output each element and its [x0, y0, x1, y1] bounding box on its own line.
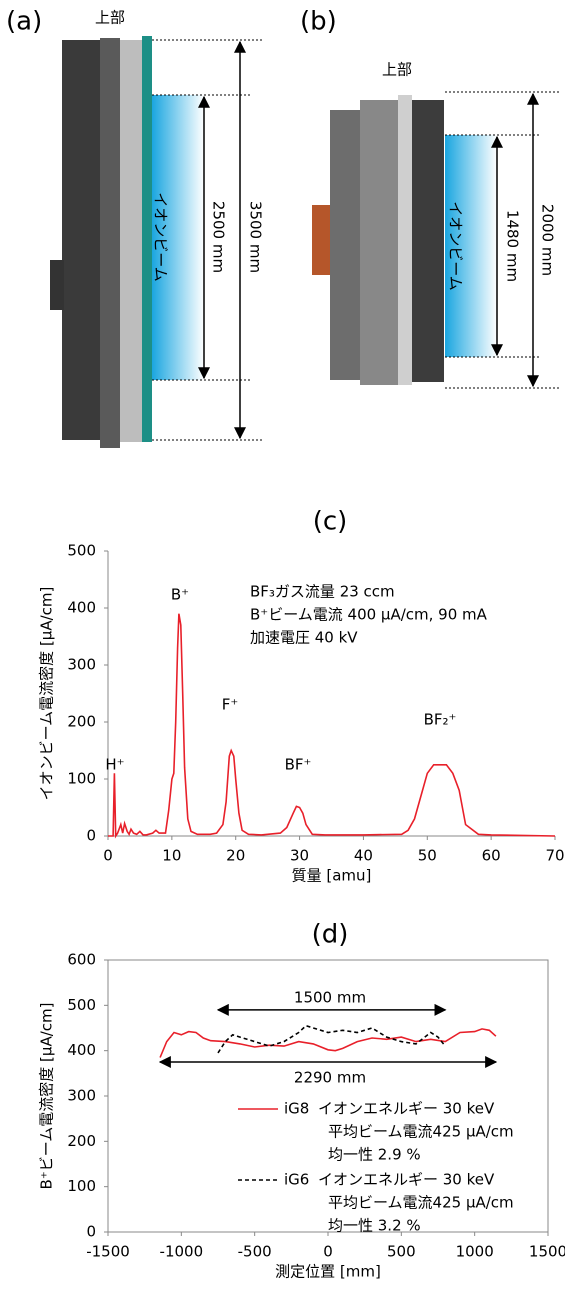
dimension-label: 2000 mm — [539, 204, 557, 276]
panel-a: (a) 上部 イオンビーム 2500 mm 3500 mm — [6, 7, 265, 449]
y-tick-label: 400 — [67, 599, 96, 617]
machine-plate — [120, 40, 142, 442]
machine-flange — [142, 36, 152, 442]
chart-title: (c) — [313, 507, 348, 537]
annotation: 2290 mm — [294, 1069, 366, 1087]
beam-label: イオンビーム — [447, 201, 465, 291]
annotation: 1500 mm — [294, 989, 366, 1007]
x-tick-label: 20 — [226, 847, 245, 865]
x-axis-title: 測定位置 [mm] — [275, 1263, 381, 1281]
x-tick-label: 50 — [418, 847, 437, 865]
legend-detail: イオンエネルギー 30 keV — [318, 1171, 495, 1189]
legend-detail: 均一性 3.2 % — [328, 1217, 421, 1235]
annotation: B⁺ — [171, 586, 189, 604]
figure: (a) 上部 イオンビーム 2500 mm 3500 mm (b) 上部 イオン… — [0, 0, 565, 1297]
y-axis-title: B⁺ビーム電流密度 [μA/cm] — [38, 1003, 56, 1190]
legend-detail: 均一性 2.9 % — [328, 1146, 421, 1164]
legend-label: iG8 — [284, 1100, 309, 1118]
y-tick-label: 100 — [67, 770, 96, 788]
y-tick-label: 600 — [67, 951, 96, 969]
annotation: H⁺ — [105, 756, 124, 774]
machine-part — [100, 38, 120, 448]
note: BF₃ガス流量 23 ccm — [250, 583, 395, 601]
top-label: 上部 — [95, 9, 125, 27]
series-line — [108, 614, 555, 836]
annotation: F⁺ — [222, 696, 239, 714]
y-tick-label: 300 — [67, 656, 96, 674]
machine-part — [360, 100, 398, 385]
y-axis-title: イオンビーム電流密度 [μA/cm] — [38, 587, 56, 801]
machine-plate — [398, 95, 412, 385]
x-tick-label: -1000 — [160, 1243, 204, 1261]
x-tick-label: 0 — [103, 847, 113, 865]
note: B⁺ビーム電流 400 μA/cm, 90 mA — [250, 606, 488, 624]
x-tick-label: 1500 — [529, 1243, 565, 1261]
y-tick-label: 0 — [86, 1223, 96, 1241]
y-tick-label: 300 — [67, 1087, 96, 1105]
annotation: BF₂⁺ — [424, 711, 457, 729]
y-tick-label: 500 — [67, 542, 96, 560]
charts: (c) 0 100 200 300 400 500 0 10 20 30 40 50 60 70 質量 [am… — [38, 507, 565, 1281]
panel-b: (b) 上部 イオンビーム 1480 mm 2000 mm — [300, 7, 560, 389]
beam-label: イオンビーム — [152, 192, 170, 282]
note: 加速電圧 40 kV — [250, 629, 358, 647]
x-tick-label: 0 — [323, 1243, 333, 1261]
dimension-label: 1480 mm — [504, 210, 522, 282]
top-label: 上部 — [382, 61, 412, 79]
legend-detail: 平均ビーム電流425 μA/cm — [328, 1123, 514, 1141]
y-tick-label: 100 — [67, 1177, 96, 1195]
x-tick-label: 70 — [545, 847, 564, 865]
legend-detail: 平均ビーム電流425 μA/cm — [328, 1194, 514, 1212]
y-tick-label: 200 — [67, 713, 96, 731]
machine-part — [50, 260, 64, 310]
panel-label: (b) — [300, 7, 337, 37]
x-tick-label: 10 — [162, 847, 181, 865]
annotation: BF⁺ — [285, 756, 312, 774]
panel-label: (a) — [6, 7, 42, 37]
y-tick-label: 200 — [67, 1132, 96, 1150]
dimension-label: 2500 mm — [210, 201, 228, 273]
legend-detail: イオンエネルギー 30 keV — [318, 1100, 495, 1118]
machine-flange — [412, 100, 444, 382]
dimension-label: 3500 mm — [247, 201, 265, 273]
x-tick-label: 1000 — [456, 1243, 494, 1261]
x-tick-label: -1500 — [86, 1243, 130, 1261]
chart-title: (d) — [312, 920, 349, 950]
x-axis-title: 質量 [amu] — [292, 867, 372, 885]
y-tick-label: 0 — [86, 827, 96, 845]
x-tick-label: 60 — [482, 847, 501, 865]
x-tick-label: -500 — [238, 1243, 272, 1261]
x-tick-label: 40 — [354, 847, 373, 865]
legend-label: iG6 — [284, 1171, 309, 1189]
x-tick-label: 500 — [387, 1243, 416, 1261]
y-tick-label: 400 — [67, 1041, 96, 1059]
x-tick-label: 30 — [290, 847, 309, 865]
y-tick-label: 500 — [67, 996, 96, 1014]
